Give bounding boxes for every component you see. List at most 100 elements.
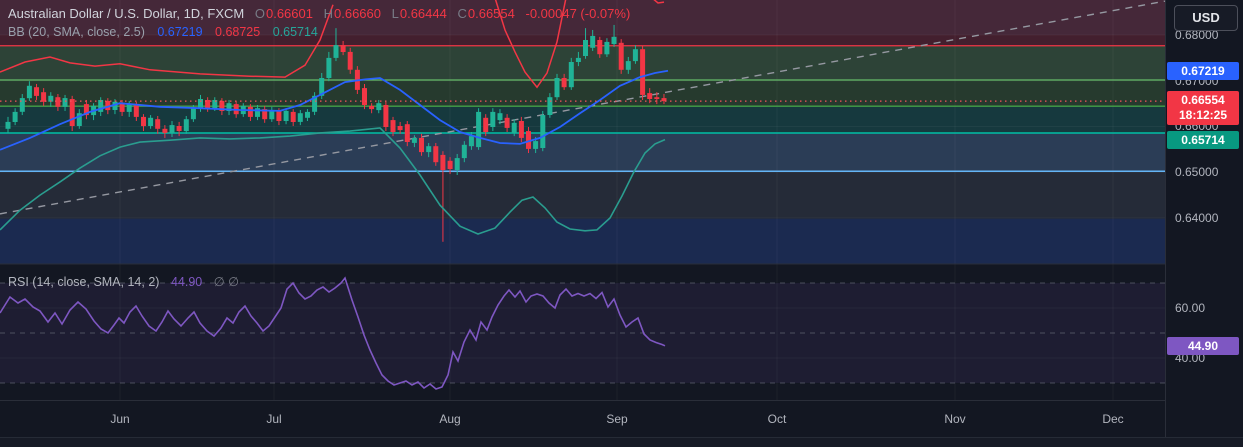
open-value: 0.66601	[265, 6, 313, 21]
rsi-value-badge: 44.90	[1167, 336, 1239, 355]
close-value: 0.66554	[467, 6, 515, 21]
month-label-aug: Aug	[439, 412, 461, 426]
bb-indicator-row[interactable]: BB (20, SMA, close, 2.5) 0.67219 0.68725…	[8, 25, 318, 39]
candle-body	[554, 78, 560, 98]
candle-body	[397, 126, 403, 131]
change-value: -0.00047 (-0.07%)	[525, 6, 631, 21]
candle-body	[540, 115, 546, 148]
month-label-jun: Jun	[110, 412, 130, 426]
bb-upper-band-line	[0, 4, 334, 78]
price-scale[interactable]: USD 0.68000 0.67000 0.66000 0.65000 0.64000 6…	[1165, 0, 1243, 437]
candle-body	[212, 100, 218, 109]
candle-body	[169, 125, 175, 133]
candle-body	[640, 49, 646, 95]
candle-body	[426, 146, 432, 153]
candle-body	[183, 119, 189, 132]
rsi-tick-label: 60.00	[1175, 301, 1206, 315]
candle-body	[604, 41, 610, 55]
countdown-timer: 18:12:25	[1178, 108, 1228, 123]
candle-body	[255, 108, 260, 117]
bb-upper-band-line	[494, 0, 567, 89]
candle-body	[305, 111, 310, 118]
candle-body	[661, 98, 667, 102]
price-zone	[0, 171, 1165, 219]
bb-indicator-label: BB (20, SMA, close, 2.5)	[8, 25, 145, 39]
candle-body	[419, 137, 424, 153]
candle-body	[547, 97, 553, 115]
bb-basis-value: 0.67219	[157, 25, 203, 39]
candle-body	[411, 137, 417, 143]
symbol-header-row: Australian Dollar / U.S. Dollar, 1D, FXC…	[8, 6, 630, 21]
candle-body	[69, 99, 75, 126]
candle-body	[262, 109, 268, 120]
candle-body	[319, 78, 325, 96]
candle-body	[568, 62, 574, 88]
candle-body	[55, 97, 61, 107]
candle-body	[162, 128, 168, 133]
last-price-badge: 0.66554 18:12:25	[1167, 91, 1239, 126]
candle-body	[290, 111, 296, 122]
candle-body	[41, 92, 47, 102]
symbol-title[interactable]: Australian Dollar / U.S. Dollar, 1D, FXC…	[8, 6, 245, 21]
candle-body	[511, 122, 517, 133]
candle-body	[176, 126, 182, 131]
candle-body	[383, 105, 389, 127]
candle-body	[369, 105, 375, 110]
candle-body	[155, 119, 161, 129]
candle-body	[48, 95, 54, 102]
currency-toggle-button[interactable]: USD	[1174, 5, 1238, 31]
candle-body	[490, 111, 496, 127]
candle-body	[312, 95, 318, 112]
price-zone	[0, 218, 1165, 264]
candle-body	[590, 35, 596, 48]
candle-body	[433, 146, 439, 163]
candle-body	[26, 85, 32, 99]
candle-body	[133, 105, 139, 117]
bb-lower-value: 0.65714	[272, 25, 318, 39]
candle-body	[362, 88, 367, 105]
close-label: C	[457, 6, 467, 21]
bb-basis-price-badge: 0.67219	[1167, 61, 1239, 80]
candle-body	[119, 103, 125, 112]
price-zone	[0, 45, 1165, 81]
candle-body	[141, 116, 146, 127]
main-chart-canvas[interactable]	[0, 0, 1165, 447]
price-zone	[0, 0, 1165, 35]
candle-body	[5, 121, 11, 129]
candle-body	[618, 42, 624, 70]
time-scale[interactable]: Jun Jul Aug Sep Oct Nov Dec	[0, 400, 1243, 438]
month-label-nov: Nov	[944, 412, 966, 426]
candle-body	[347, 51, 353, 70]
candle-body	[326, 57, 332, 78]
candle-body	[476, 111, 482, 148]
high-label: H	[323, 6, 333, 21]
candle-body	[205, 100, 211, 109]
month-label-dec: Dec	[1102, 412, 1124, 426]
bottom-bar	[0, 437, 1243, 447]
candle-body	[12, 111, 18, 122]
open-label: O	[254, 6, 265, 21]
candle-body	[190, 108, 196, 120]
candle-body	[297, 113, 303, 122]
bb-lower-band-line	[0, 127, 666, 235]
candle-body	[468, 136, 474, 147]
candle-body	[533, 141, 539, 149]
candle-body	[625, 61, 631, 70]
trend-line[interactable]	[0, 0, 1165, 215]
candle-body	[198, 99, 203, 109]
price-zone	[0, 106, 1165, 133]
candle-body	[647, 93, 653, 99]
price-tick-label: 0.65000	[1175, 165, 1219, 180]
candle-body	[247, 106, 253, 117]
price-tick-label: 0.68000	[1175, 27, 1219, 42]
rsi-empty-values: ∅ ∅	[213, 275, 239, 289]
rsi-indicator-row[interactable]: RSI (14, close, SMA, 14, 2) 44.90 ∅ ∅	[8, 274, 239, 289]
candle-body	[148, 117, 154, 126]
month-label-jul: Jul	[266, 412, 282, 426]
candle-body	[98, 100, 104, 112]
price-tick-label: 0.64000	[1175, 210, 1219, 225]
low-label: L	[391, 6, 399, 21]
candle-body	[226, 103, 232, 111]
low-value: 0.66444	[399, 6, 447, 21]
high-value: 0.66660	[334, 6, 381, 21]
